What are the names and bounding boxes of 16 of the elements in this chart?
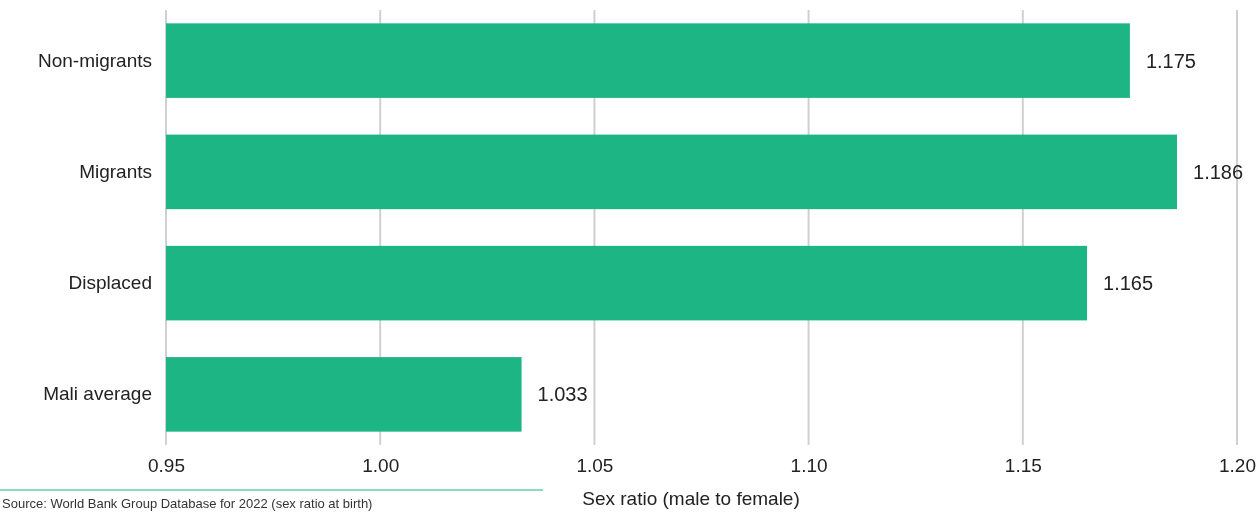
y-tick-label: Non-migrants [37, 49, 152, 71]
x-tick-label: 1.15 [1004, 455, 1042, 477]
x-tick-label: 0.95 [148, 455, 185, 477]
data-label: 1.165 [1103, 272, 1154, 295]
x-tick-label: 1.05 [576, 455, 614, 477]
y-tick-label: Mali average [43, 383, 152, 405]
data-label: 1.186 [1193, 160, 1244, 183]
x-axis-title: Sex ratio (male to female) [582, 488, 800, 509]
data-label: 1.033 [537, 383, 588, 406]
x-tick-label: 1.20 [1219, 455, 1256, 477]
y-tick-label: Displaced [68, 272, 152, 294]
source-note: Source: World Bank Group Database for 2022 (sex ratio at birth) [2, 496, 373, 511]
x-tick-label: 1.10 [790, 455, 828, 477]
data-label: 1.175 [1145, 49, 1196, 72]
x-tick-label: 1.00 [362, 455, 400, 477]
y-tick-label: Migrants [79, 160, 152, 182]
